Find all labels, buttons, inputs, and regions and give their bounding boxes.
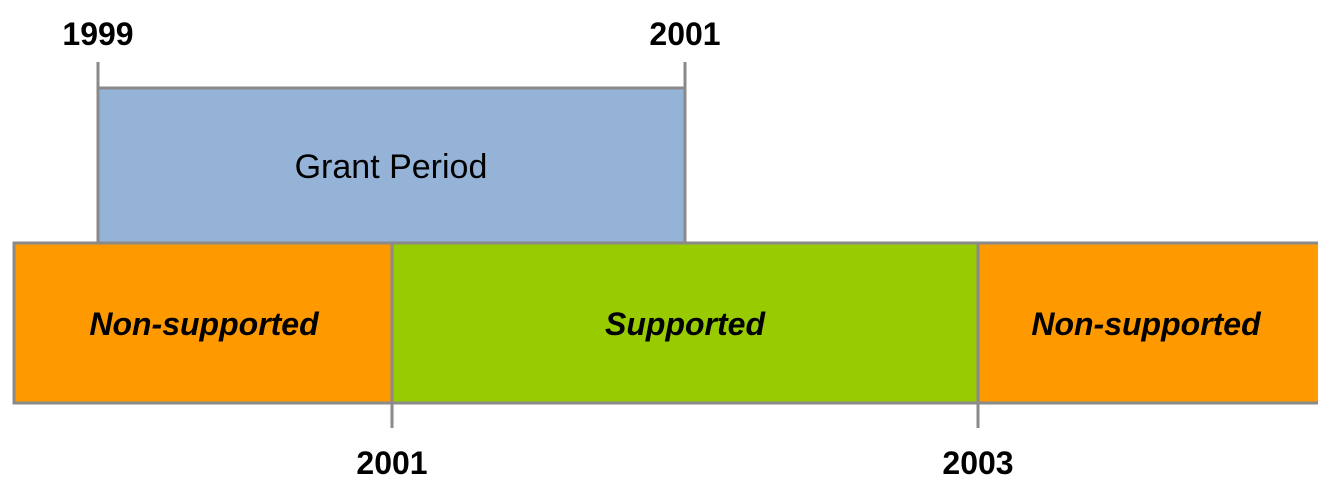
segment (390, 241, 980, 405)
segment-label: Supported (605, 306, 766, 342)
start-year: 1999 (62, 16, 133, 52)
segment-label: Non-supported (89, 306, 320, 342)
tick-label: 2001 (356, 445, 427, 481)
tick-label: 2003 (942, 445, 1013, 481)
segment-label: Non-supported (1031, 306, 1262, 342)
end-year: 2001 (649, 16, 720, 52)
grant-period-box (96, 86, 687, 245)
grant-period-label: Grant Period (295, 148, 488, 186)
segment (12, 241, 394, 405)
segment (976, 241, 1318, 405)
